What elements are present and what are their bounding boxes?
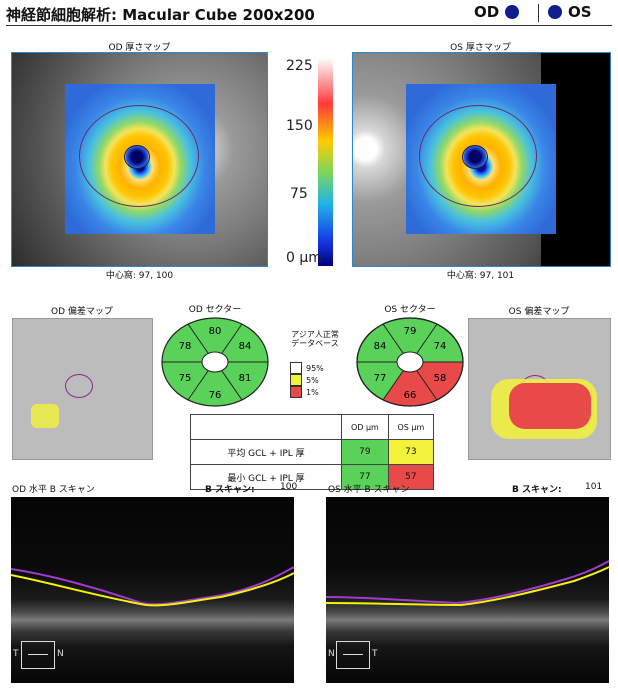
legend-swatch-1 <box>290 386 302 398</box>
scale-label-75: 75 <box>290 186 308 202</box>
legend-swatch-95 <box>290 362 302 374</box>
legend-label-95: 95% <box>306 363 324 373</box>
od-bscan-number: 100 <box>280 482 298 492</box>
os-thickness-map[interactable] <box>352 52 611 267</box>
os-sector-title: OS セクター <box>384 305 436 315</box>
od-dot-icon <box>505 5 520 19</box>
od-eye-label: OD <box>474 3 520 21</box>
eye-divider <box>538 4 539 22</box>
os-sector-svg: 79 74 58 66 77 84 <box>356 317 464 407</box>
os-bscan-number: 101 <box>585 482 603 492</box>
legend-label-5: 5% <box>306 375 319 385</box>
os-orient-left: N <box>328 649 335 659</box>
os-sector-inftemporal: 58 <box>434 373 447 384</box>
gcl-ipl-table: OD µm OS µm 平均 GCL + IPL 厚 79 73 最小 GCL … <box>190 414 435 490</box>
table-header-blank <box>190 414 342 440</box>
header-rule <box>6 25 612 26</box>
os-deviation-map[interactable] <box>468 318 611 460</box>
od-sector-svg: 80 84 81 76 75 78 <box>161 317 269 407</box>
os-orientation-box <box>336 641 370 669</box>
legend-swatch-5 <box>290 374 302 386</box>
od-sector-title: OD セクター <box>188 305 242 315</box>
legend-item-95: 95% <box>290 362 324 374</box>
od-arrow-icon <box>28 654 48 655</box>
legend: 95% 5% 1% <box>290 362 324 398</box>
od-thickness-map[interactable] <box>11 52 268 267</box>
od-deviation-yellow <box>31 404 59 428</box>
os-sector-suptemporal: 74 <box>434 341 447 352</box>
min-od-value: 77 <box>341 464 389 490</box>
os-bscan-label: B スキャン: <box>512 485 562 495</box>
os-bscan-lines <box>326 560 609 607</box>
mean-os-value: 73 <box>387 439 435 465</box>
os-sector-infnasal: 77 <box>374 373 387 384</box>
table-header-od: OD µm <box>341 414 389 440</box>
od-bscan-label: B スキャン: <box>205 485 255 495</box>
thickness-color-scale <box>318 58 333 266</box>
scale-label-150: 150 <box>286 118 313 134</box>
min-os-value: 57 <box>387 464 435 490</box>
od-sector-suptemporal: 78 <box>179 341 192 352</box>
od-ellipse <box>79 105 199 207</box>
os-sector-inf: 66 <box>404 390 417 401</box>
legend-title: アジア人正常データベース <box>291 330 339 348</box>
od-deviation-ellipse <box>65 374 93 398</box>
od-label: OD <box>474 3 500 21</box>
os-sector-supnasal: 84 <box>374 341 387 352</box>
os-center: 中心窩: 97, 101 <box>446 271 515 281</box>
od-deviation-map[interactable] <box>12 318 153 460</box>
scale-label-225: 225 <box>286 58 313 74</box>
os-deviation-red <box>509 383 591 429</box>
legend-item-5: 5% <box>290 374 324 386</box>
os-sector-sup: 79 <box>404 326 417 337</box>
table-row: 最小 GCL + IPL 厚 77 57 <box>190 464 435 490</box>
od-bscan-title: OD 水平 B スキャン <box>12 485 95 495</box>
od-orient-right: N <box>57 649 64 659</box>
os-thickness-title: OS 厚さマップ <box>450 43 511 53</box>
os-fovea <box>462 145 488 169</box>
row-label-min: 最小 GCL + IPL 厚 <box>190 464 342 490</box>
od-thickness-title: OD 厚さマップ <box>108 43 171 53</box>
od-fovea <box>124 145 150 169</box>
od-sector-inf: 76 <box>209 390 222 401</box>
os-deviation-title: OS 偏差マップ <box>508 307 570 317</box>
od-center: 中心窩: 97, 100 <box>105 271 174 281</box>
od-orientation-box <box>21 641 55 669</box>
legend-label-1: 1% <box>306 387 319 397</box>
od-sector-sup: 80 <box>209 326 222 337</box>
od-sector-inftemporal: 75 <box>179 373 192 384</box>
os-ellipse <box>419 105 537 207</box>
row-label-mean: 平均 GCL + IPL 厚 <box>190 439 342 465</box>
table-header-row: OD µm OS µm <box>190 414 435 440</box>
od-sector-infnasal: 81 <box>239 373 252 384</box>
table-header-os: OS µm <box>387 414 435 440</box>
os-sector-chart[interactable]: 79 74 58 66 77 84 <box>355 316 465 408</box>
os-orient-right: T <box>372 649 378 659</box>
os-bscan-title: OS 水平 B スキャン <box>328 485 410 495</box>
mean-od-value: 79 <box>341 439 389 465</box>
os-bscan-image[interactable]: N T <box>326 497 609 683</box>
od-deviation-title: OD 偏差マップ <box>51 307 113 317</box>
os-eye-label: OS <box>548 3 592 21</box>
od-bscan-lines <box>11 566 294 607</box>
page-title: 神経節細胞解析: Macular Cube 200x200 <box>6 6 315 24</box>
od-orient-left: T <box>13 649 19 659</box>
os-arrow-icon <box>343 654 363 655</box>
od-sector-chart[interactable]: 80 84 81 76 75 78 <box>160 316 270 408</box>
od-sector-supnasal: 84 <box>239 341 252 352</box>
os-dot-icon <box>548 5 562 19</box>
od-bscan-image[interactable]: T N <box>11 497 294 683</box>
legend-item-1: 1% <box>290 386 324 398</box>
scale-label-0: 0 µm <box>286 250 322 266</box>
os-label: OS <box>568 3 592 21</box>
table-row: 平均 GCL + IPL 厚 79 73 <box>190 439 435 465</box>
